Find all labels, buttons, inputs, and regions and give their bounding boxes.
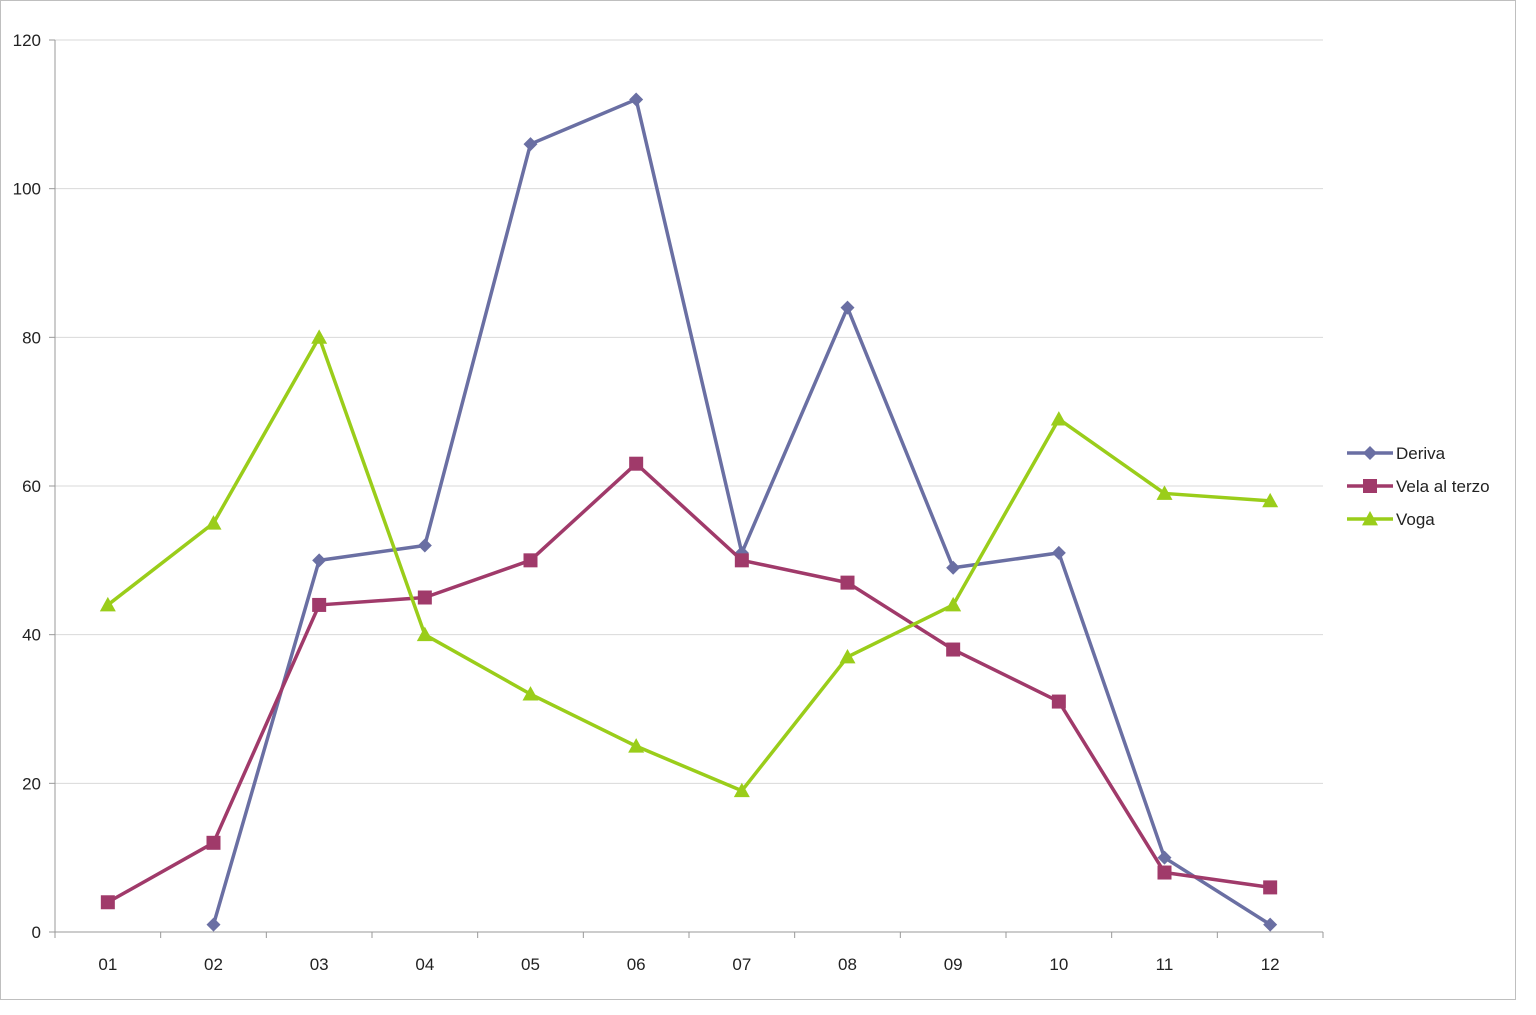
x-tick-label: 12 [1261, 955, 1280, 974]
data-point-voga [1050, 411, 1067, 426]
y-tick-label: 80 [22, 328, 41, 347]
data-point-vela-al-terzo [946, 642, 961, 657]
data-point-deriva [1157, 850, 1172, 865]
x-tick-label: 05 [521, 955, 540, 974]
y-tick-label: 120 [13, 31, 41, 50]
x-tick-label: 09 [944, 955, 963, 974]
y-tick-label: 40 [22, 626, 41, 645]
data-point-deriva [629, 92, 644, 107]
data-point-vela-al-terzo [417, 590, 432, 605]
data-point-voga [945, 596, 962, 612]
x-tick-label: 07 [732, 955, 751, 974]
x-tick-label: 01 [98, 955, 117, 974]
x-tick-label: 04 [415, 955, 434, 974]
data-point-voga [1262, 492, 1279, 508]
series-line-deriva [211, 97, 1272, 927]
x-tick-label: 02 [204, 955, 223, 974]
data-point-vela-al-terzo [312, 597, 327, 612]
data-point-deriva [417, 538, 432, 553]
legend-label-voga: Voga [1396, 510, 1435, 529]
x-tick-label: 06 [627, 955, 646, 974]
y-tick-label: 100 [13, 180, 41, 199]
series-line-vela-al-terzo [106, 461, 1271, 904]
y-tick-label: 60 [22, 477, 41, 496]
data-point-vela-al-terzo [1263, 880, 1278, 895]
x-tick-label: 08 [838, 955, 857, 974]
data-point-voga [733, 782, 750, 798]
data-point-voga [839, 648, 856, 664]
data-point-deriva [946, 560, 961, 575]
x-tick-label: 03 [310, 955, 329, 974]
data-point-voga [311, 329, 328, 344]
data-point-deriva [312, 553, 327, 568]
data-point-vela-al-terzo [523, 553, 538, 568]
legend-marker-deriva [1363, 446, 1377, 460]
data-point-deriva [1051, 545, 1066, 560]
data-point-vela-al-terzo [1157, 865, 1172, 880]
legend-marker-voga [1362, 511, 1378, 526]
y-tick-label: 20 [22, 774, 41, 793]
x-tick-label: 10 [1049, 955, 1068, 974]
data-point-vela-al-terzo [100, 895, 115, 910]
legend-label-vela-al-terzo: Vela al terzo [1396, 477, 1490, 496]
data-point-voga [205, 515, 222, 530]
data-point-deriva [523, 137, 538, 152]
data-point-deriva [1263, 917, 1278, 932]
data-point-vela-al-terzo [1051, 694, 1066, 709]
data-point-deriva [840, 300, 855, 315]
data-point-voga [628, 738, 645, 753]
data-point-voga [416, 626, 433, 642]
data-point-vela-al-terzo [840, 575, 855, 590]
data-point-vela-al-terzo [629, 456, 644, 471]
legend-marker-vela-al-terzo [1363, 479, 1377, 493]
y-tick-label: 0 [32, 923, 41, 942]
data-point-voga [522, 686, 539, 701]
data-point-vela-al-terzo [206, 835, 221, 850]
x-tick-label: 11 [1156, 955, 1174, 974]
data-point-deriva [206, 917, 221, 932]
series-line-voga [106, 335, 1271, 793]
data-point-vela-al-terzo [734, 553, 749, 568]
data-point-voga [1156, 485, 1173, 500]
data-point-voga [99, 596, 116, 612]
legend-label-deriva: Deriva [1396, 444, 1446, 463]
